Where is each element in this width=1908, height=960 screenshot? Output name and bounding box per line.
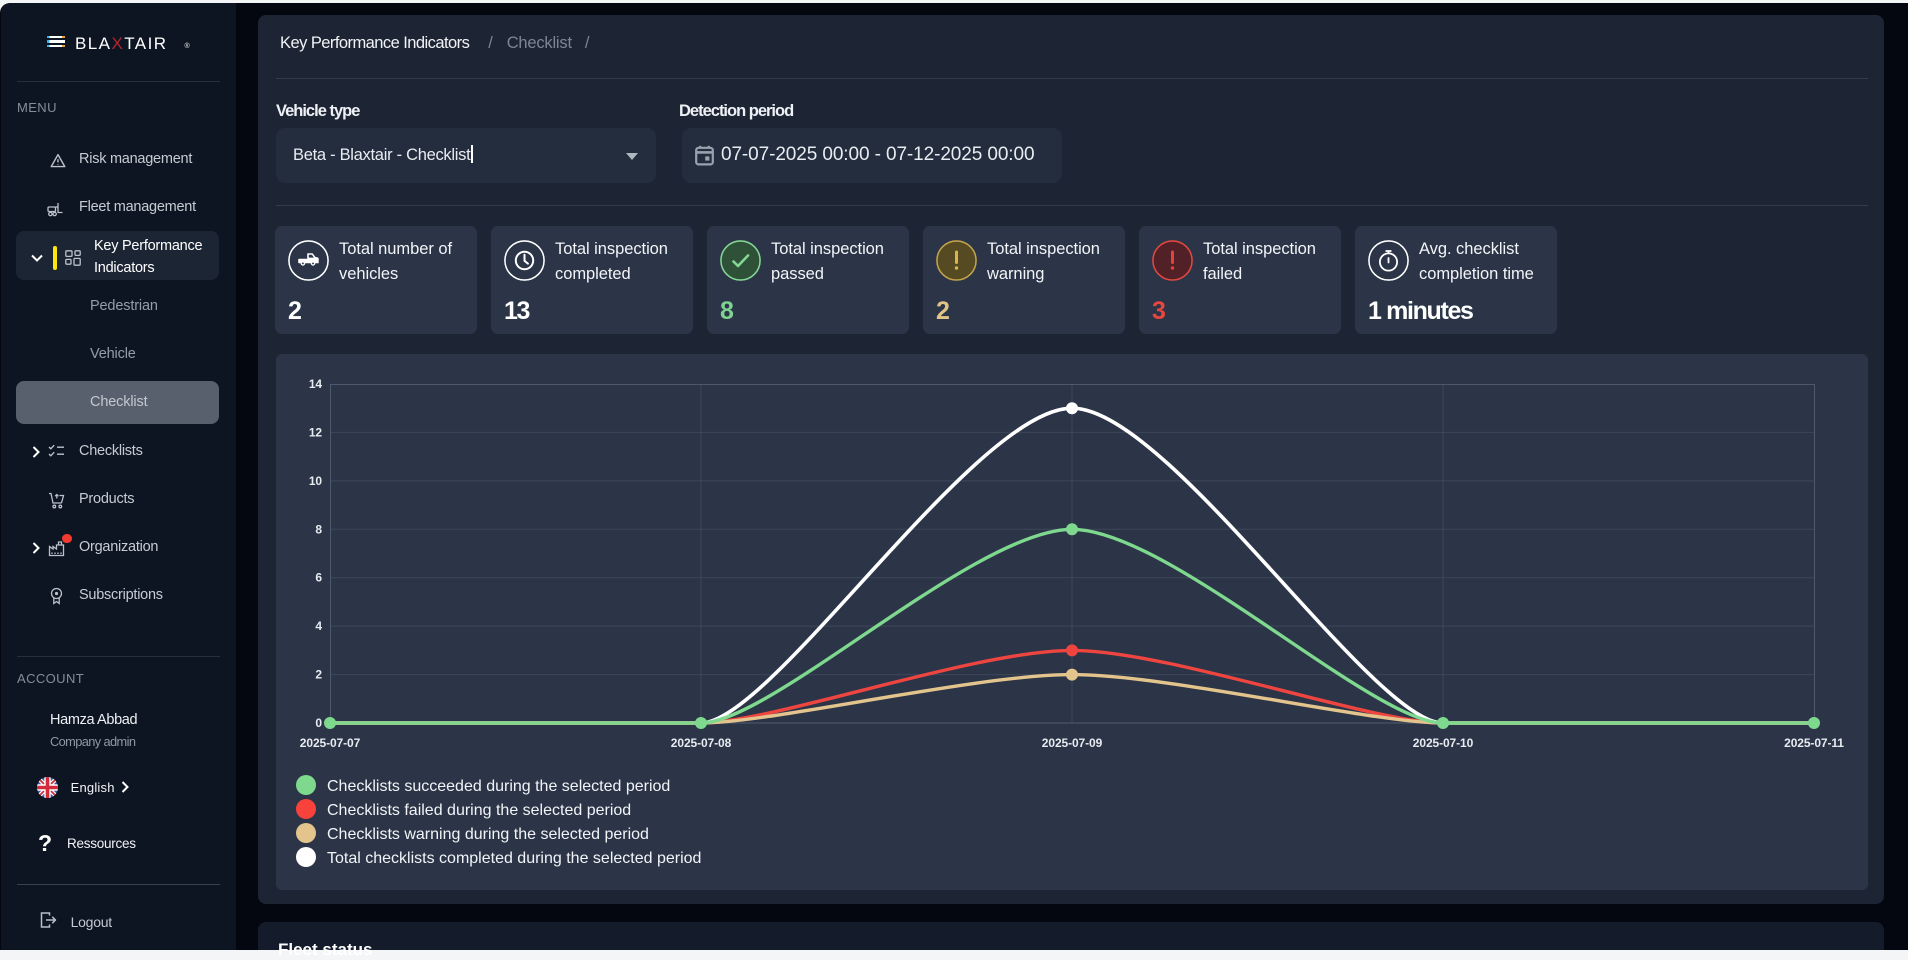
svg-text:2025-07-07: 2025-07-07 bbox=[300, 736, 361, 750]
svg-text:14: 14 bbox=[309, 377, 323, 391]
svg-text:Checklists warning during the: Checklists warning during the selected p… bbox=[327, 826, 649, 843]
svg-text:2025-07-10: 2025-07-10 bbox=[1413, 736, 1474, 750]
svg-text:2: 2 bbox=[315, 668, 322, 682]
svg-text:4: 4 bbox=[315, 619, 322, 633]
svg-text:0: 0 bbox=[315, 716, 322, 730]
svg-text:Checklists failed during the s: Checklists failed during the selected pe… bbox=[327, 802, 631, 819]
svg-text:12: 12 bbox=[309, 425, 323, 439]
svg-text:Total checklists completed dur: Total checklists completed during the se… bbox=[327, 850, 701, 867]
svg-text:2025-07-11: 2025-07-11 bbox=[1784, 736, 1844, 750]
svg-text:6: 6 bbox=[315, 571, 322, 585]
svg-text:10: 10 bbox=[309, 474, 323, 488]
svg-text:2025-07-09: 2025-07-09 bbox=[1042, 736, 1103, 750]
svg-text:Checklists succeeded during th: Checklists succeeded during the selected… bbox=[327, 778, 670, 795]
svg-text:2025-07-08: 2025-07-08 bbox=[671, 736, 732, 750]
svg-text:8: 8 bbox=[315, 522, 322, 536]
